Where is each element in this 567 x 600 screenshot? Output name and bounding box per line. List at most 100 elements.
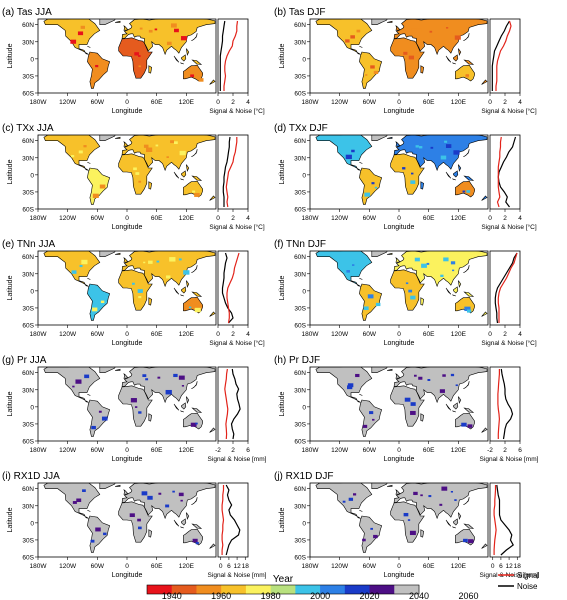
land-islands [173,171,180,179]
side-tick-label: 4 [246,215,250,222]
grid-cell [444,140,448,143]
legend-noise-label: Noise [517,582,538,591]
grid-cell [75,379,82,384]
land-islands [123,140,129,147]
land-islands [453,402,459,410]
grid-cell [135,172,140,175]
grid-cell [410,65,416,69]
grid-cell [148,260,153,264]
x-axis-label: Longitude [384,340,415,347]
x-tick-label: 120E [451,563,467,570]
land-islands [452,526,456,529]
grid-cell [355,373,360,378]
grid-cell [90,539,95,543]
y-axis-label: Latitude [279,275,286,300]
panel-title: (i) RX1D JJA [2,471,60,482]
grid-cell [439,389,445,393]
grid-cell [173,373,178,378]
grid-cell [354,144,357,147]
y-axis-label: Latitude [279,43,286,68]
land-islands [445,519,452,527]
land-africa [390,385,425,427]
land-islands [481,79,488,85]
x-tick-label: 180W [302,563,320,570]
x-tick-label: 120E [451,215,467,222]
grid-cell [443,257,449,262]
x-tick-label: 120W [59,331,77,338]
grid-cell [194,307,201,313]
noise-line [494,252,518,324]
grid-cell [155,144,159,147]
grid-cell [158,492,162,495]
x-tick-label: 120E [451,447,467,454]
grid-cell [70,39,77,44]
side-axis-label: Signal & Noise [mm] [208,456,267,463]
colorbar-title: Year [273,574,294,585]
panel-6: (f) TNn DJF 180W 120W 60W 0 60E 120E Longitude 6… [274,239,537,347]
x-tick-label: 120E [179,447,195,454]
land-samerica [87,51,111,89]
land-islands [463,497,470,505]
map [310,367,488,441]
x-tick-label: 0 [125,447,129,454]
land-islands [191,59,203,65]
land-islands [463,407,475,413]
land-islands [87,162,91,164]
land-samerica [87,515,111,553]
land-islands [115,368,121,371]
grid-cell [70,155,75,158]
land-islands [359,394,363,396]
y-tick-label: 30N [22,271,34,278]
noise-line [500,368,514,440]
y-tick-label: 30S [22,305,34,312]
colorbar-label: 1940 [162,591,182,600]
x-tick-label: 60E [423,215,435,222]
land-eurasia [393,483,488,520]
x-tick-label: 60E [423,99,435,106]
land-australia [183,528,203,546]
grid-cell [192,538,198,543]
grid-cell [365,74,368,76]
side-axis-label: Signal & Noise [°C] [481,339,537,347]
grid-cell [410,402,416,406]
x-tick-label: 60W [91,331,105,338]
grid-cell [188,306,192,309]
grid-cell [441,486,448,491]
grid-cell [362,538,366,542]
grid-cell [190,74,195,78]
x-tick-label: 0 [125,563,129,570]
grid-cell [138,411,142,414]
land-islands [191,497,198,505]
land-islands [395,140,401,147]
side-tick-label: 0 [488,215,492,222]
grid-cell [170,23,177,28]
grid-cell [195,422,198,425]
land-islands [445,171,452,179]
grid-cell [410,410,416,415]
noise-line [230,368,241,440]
grid-cell [76,498,82,503]
side-tick-label: 4 [246,331,250,338]
x-axis-label: Longitude [112,456,143,463]
land-islands [148,529,153,538]
x-axis-label: Longitude [384,224,415,231]
grid-cell [420,494,423,497]
x-axis-label: Longitude [384,456,415,463]
side-frame [489,134,521,210]
y-axis-label: Latitude [7,159,14,184]
land-greenland [99,135,116,141]
x-tick-label: 60W [363,99,377,106]
land-islands [481,543,488,549]
land-islands [458,280,462,288]
land-islands [191,407,203,413]
grid-cell [345,154,352,160]
colorbar-label: 1960 [211,591,231,600]
colorbar-swatch [295,585,321,594]
land-islands [173,55,180,63]
x-tick-label: 120E [179,331,195,338]
grid-cell [103,68,108,71]
signal-line [224,368,229,440]
colorbar: Year 1940 1960 1980 2000 2020 2040 2060 [146,574,478,600]
grid-cell [370,527,373,530]
grid-cell [362,424,368,428]
